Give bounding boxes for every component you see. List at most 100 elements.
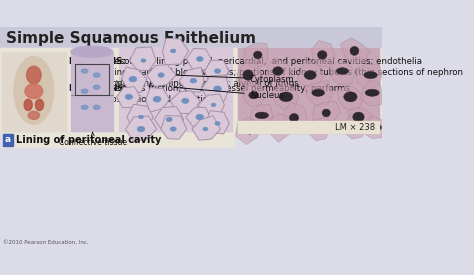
Text: Cytoplasm: Cytoplasm xyxy=(176,75,294,84)
Ellipse shape xyxy=(214,86,221,92)
Polygon shape xyxy=(121,67,147,93)
Polygon shape xyxy=(192,116,220,140)
Ellipse shape xyxy=(14,56,54,125)
Ellipse shape xyxy=(141,59,146,62)
Bar xyxy=(0,27,382,48)
Ellipse shape xyxy=(153,97,161,102)
Ellipse shape xyxy=(166,117,172,122)
Ellipse shape xyxy=(27,66,41,84)
Polygon shape xyxy=(186,107,210,128)
Polygon shape xyxy=(297,60,324,87)
Bar xyxy=(75,64,109,95)
Ellipse shape xyxy=(365,89,379,96)
Ellipse shape xyxy=(203,127,208,131)
Ellipse shape xyxy=(243,70,253,80)
Polygon shape xyxy=(268,113,298,142)
Polygon shape xyxy=(117,87,140,108)
Text: Nucleus: Nucleus xyxy=(174,87,283,100)
Ellipse shape xyxy=(197,57,203,61)
Ellipse shape xyxy=(28,111,39,119)
Bar xyxy=(1,133,234,147)
Ellipse shape xyxy=(273,67,283,75)
Polygon shape xyxy=(170,91,200,114)
Polygon shape xyxy=(363,116,390,139)
Polygon shape xyxy=(179,67,204,92)
Ellipse shape xyxy=(129,76,137,82)
Ellipse shape xyxy=(336,68,348,75)
Polygon shape xyxy=(304,81,333,105)
Ellipse shape xyxy=(93,105,100,109)
Ellipse shape xyxy=(125,94,133,100)
Ellipse shape xyxy=(350,122,359,133)
Text: Lining of peritoneal cavity: Lining of peritoneal cavity xyxy=(16,135,162,145)
Polygon shape xyxy=(147,65,176,86)
Ellipse shape xyxy=(93,73,100,77)
Polygon shape xyxy=(198,94,224,117)
Polygon shape xyxy=(161,116,187,139)
Polygon shape xyxy=(126,116,157,142)
Polygon shape xyxy=(155,107,183,131)
Ellipse shape xyxy=(171,49,176,53)
Ellipse shape xyxy=(158,73,164,77)
Ellipse shape xyxy=(350,46,359,55)
Ellipse shape xyxy=(36,99,44,111)
Ellipse shape xyxy=(137,126,145,132)
Ellipse shape xyxy=(215,122,220,125)
Ellipse shape xyxy=(254,51,262,59)
Ellipse shape xyxy=(314,125,323,134)
Ellipse shape xyxy=(318,51,327,59)
Polygon shape xyxy=(340,38,370,64)
Polygon shape xyxy=(356,64,382,90)
Ellipse shape xyxy=(364,72,377,79)
Ellipse shape xyxy=(82,105,88,109)
Polygon shape xyxy=(306,117,328,141)
Polygon shape xyxy=(202,75,229,102)
Ellipse shape xyxy=(255,112,269,119)
Polygon shape xyxy=(243,43,268,68)
Bar xyxy=(1,52,66,131)
Ellipse shape xyxy=(344,92,357,102)
Polygon shape xyxy=(329,61,355,85)
Polygon shape xyxy=(250,104,273,127)
Bar xyxy=(237,48,379,133)
Ellipse shape xyxy=(138,115,144,119)
Ellipse shape xyxy=(249,92,259,99)
Polygon shape xyxy=(236,117,262,145)
Polygon shape xyxy=(266,58,292,83)
Ellipse shape xyxy=(312,89,325,96)
Ellipse shape xyxy=(211,103,216,107)
Polygon shape xyxy=(360,81,382,106)
Ellipse shape xyxy=(82,69,88,73)
Polygon shape xyxy=(127,104,153,130)
Ellipse shape xyxy=(279,92,293,102)
Text: a: a xyxy=(5,135,11,144)
Ellipse shape xyxy=(246,124,254,134)
Ellipse shape xyxy=(289,114,299,122)
Ellipse shape xyxy=(71,46,113,57)
Ellipse shape xyxy=(367,123,382,131)
Polygon shape xyxy=(273,82,298,109)
Bar xyxy=(237,121,379,133)
Bar xyxy=(119,48,232,131)
Text: LM × 238: LM × 238 xyxy=(335,123,375,132)
Ellipse shape xyxy=(196,114,203,120)
Ellipse shape xyxy=(304,71,316,79)
Bar xyxy=(3,134,13,146)
Polygon shape xyxy=(345,113,367,139)
Ellipse shape xyxy=(182,98,189,103)
Ellipse shape xyxy=(93,85,100,89)
Ellipse shape xyxy=(190,78,197,83)
Polygon shape xyxy=(284,102,307,133)
Polygon shape xyxy=(237,63,263,87)
Polygon shape xyxy=(242,81,265,107)
Polygon shape xyxy=(204,60,229,84)
Polygon shape xyxy=(347,108,374,127)
Polygon shape xyxy=(311,40,335,67)
Polygon shape xyxy=(129,47,156,70)
Bar xyxy=(71,52,113,131)
Text: LOCATIONS:: LOCATIONS: xyxy=(68,57,127,65)
Ellipse shape xyxy=(82,89,88,93)
Polygon shape xyxy=(337,85,365,110)
Text: ©2010 Pearson Education, Inc.: ©2010 Pearson Education, Inc. xyxy=(3,240,89,245)
Ellipse shape xyxy=(25,84,43,98)
